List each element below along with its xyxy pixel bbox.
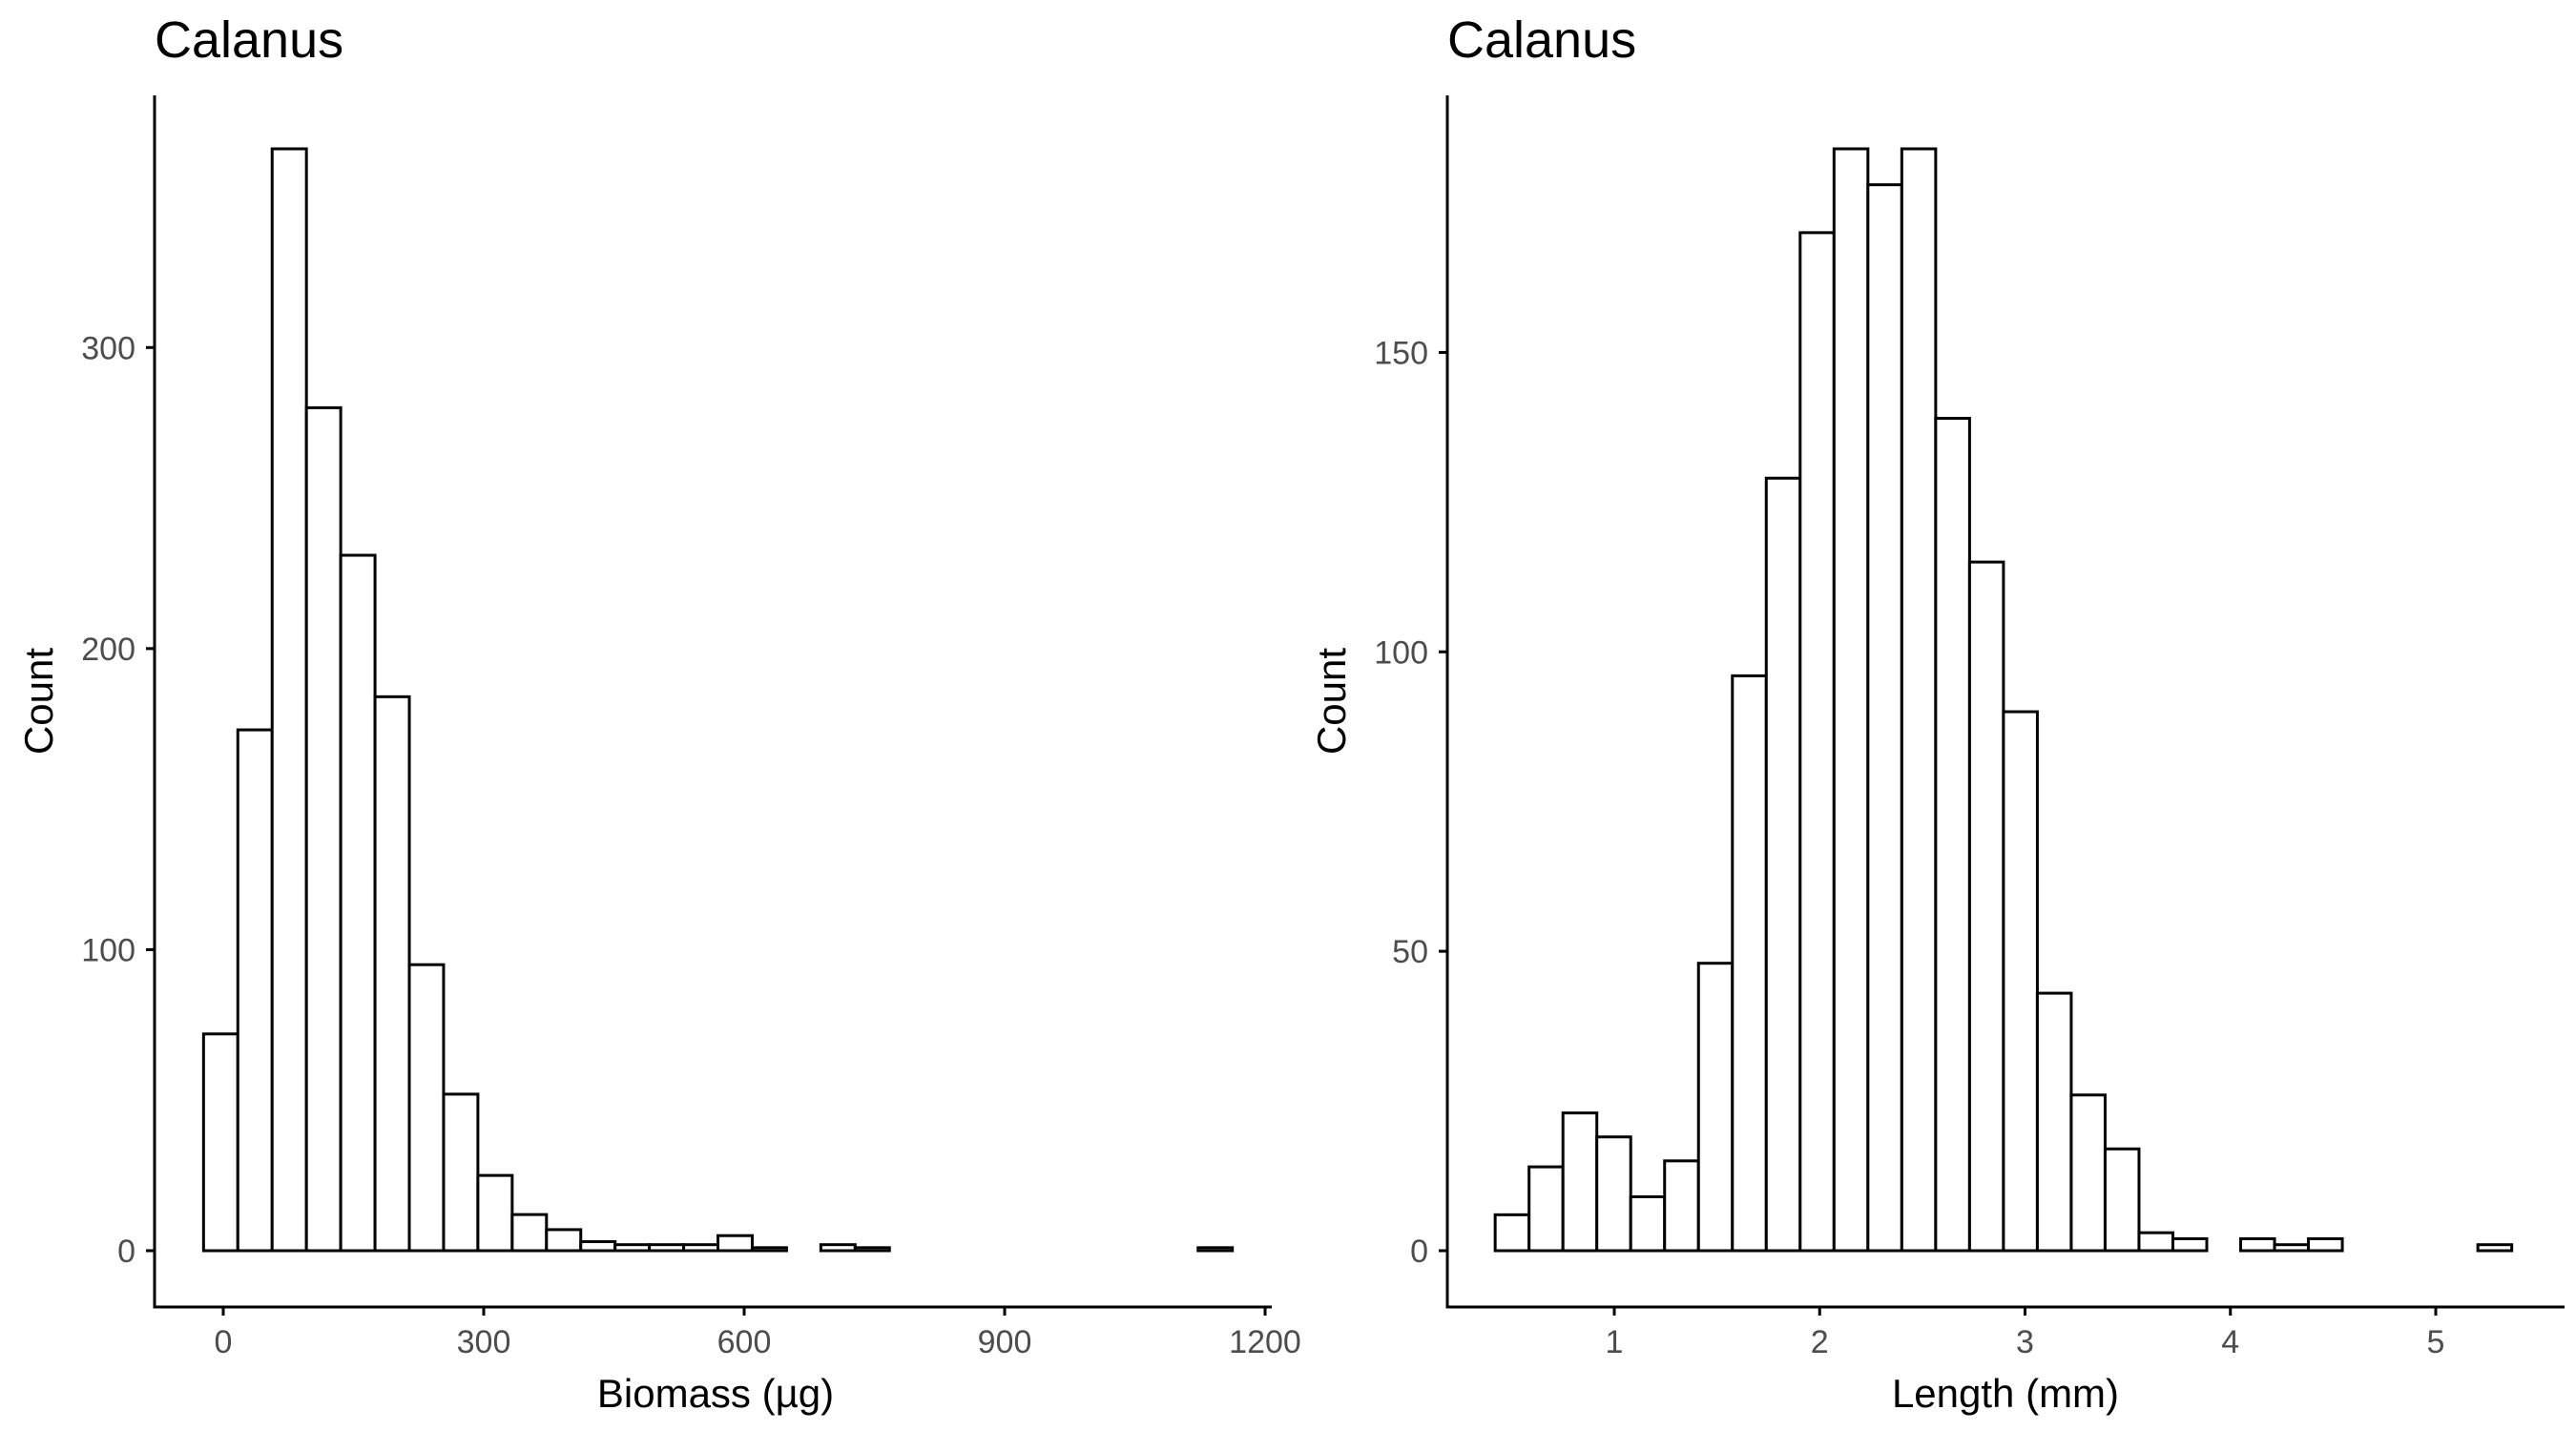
histogram-bar xyxy=(1561,1111,1599,1253)
histogram-bar xyxy=(1527,1165,1565,1253)
histogram-bar xyxy=(236,728,274,1253)
y-tick-label: 0 xyxy=(117,1234,135,1270)
histogram-bar xyxy=(2103,1147,2141,1253)
panel-length: Calanus Count Length (mm) 0 50 100 150 1 2 3 4… xyxy=(1309,11,2565,1416)
histogram-bar xyxy=(545,1228,583,1253)
histogram-bar xyxy=(2137,1231,2174,1253)
panel-biomass: Calanus Count Biomass (µg) 0 100 200 300 0 3… xyxy=(16,11,1301,1416)
histogram-bar xyxy=(579,1240,617,1253)
histogram-bar xyxy=(2069,1093,2107,1253)
histogram-bar xyxy=(613,1243,652,1253)
histogram-bar xyxy=(1866,183,1903,1253)
y-tick-label: 200 xyxy=(81,632,135,668)
histogram-bar xyxy=(682,1243,720,1253)
x-tick-label: 300 xyxy=(457,1324,511,1360)
histogram-bar xyxy=(2171,1236,2209,1253)
y-tick-label: 0 xyxy=(1410,1234,1428,1270)
histogram-bar xyxy=(339,553,377,1253)
histogram-bar xyxy=(1595,1135,1632,1253)
histogram-bars xyxy=(201,147,1235,1253)
histogram-bar xyxy=(407,963,446,1253)
y-axis-ticks: 0 50 100 150 xyxy=(1374,335,1447,1270)
y-tick-label: 150 xyxy=(1374,335,1428,371)
histogram-bars xyxy=(1493,147,2514,1253)
histogram-bar xyxy=(201,1032,239,1253)
x-axis-ticks: 0 300 600 900 1200 xyxy=(215,1307,1301,1360)
chart-title: Calanus xyxy=(155,11,343,69)
x-tick-label: 900 xyxy=(978,1324,1032,1360)
y-tick-label: 50 xyxy=(1392,934,1428,970)
x-tick-label: 2 xyxy=(1811,1324,1829,1360)
y-tick-label: 100 xyxy=(1374,634,1428,671)
histogram-bar xyxy=(1696,962,1735,1253)
histogram-bar xyxy=(1731,674,1768,1253)
histogram-bar xyxy=(1764,476,1802,1253)
x-axis-label: Length (mm) xyxy=(1892,1371,2119,1416)
histogram-bar xyxy=(717,1234,754,1253)
histogram-bar xyxy=(1934,416,1971,1253)
y-axis-label: Count xyxy=(16,648,61,755)
y-axis-ticks: 0 100 200 300 xyxy=(81,330,155,1270)
histogram-bar xyxy=(270,147,308,1253)
x-axis-ticks: 1 2 3 4 5 xyxy=(1606,1307,2445,1360)
histogram-bar xyxy=(510,1213,549,1253)
x-tick-label: 4 xyxy=(2221,1324,2239,1360)
histogram-bar xyxy=(2002,710,2039,1253)
histogram-bar xyxy=(2273,1243,2311,1253)
y-axis-label: Count xyxy=(1309,648,1354,755)
histogram-bar xyxy=(2239,1236,2276,1253)
x-axis-label: Biomass (µg) xyxy=(597,1371,834,1416)
histogram-bar xyxy=(1493,1213,1531,1253)
histogram-bar xyxy=(1967,560,2005,1253)
chart-title: Calanus xyxy=(1447,11,1636,69)
histogram-bar xyxy=(819,1243,857,1253)
histogram-bar xyxy=(2035,991,2073,1253)
x-tick-label: 5 xyxy=(2427,1324,2445,1360)
histogram-bar xyxy=(750,1246,788,1253)
x-tick-label: 0 xyxy=(215,1324,233,1360)
histogram-bar xyxy=(304,405,343,1253)
histogram-bar xyxy=(1663,1159,1700,1253)
histogram-bar xyxy=(1832,147,1870,1253)
x-tick-label: 1200 xyxy=(1229,1324,1301,1360)
histogram-bar xyxy=(1798,231,1836,1253)
histogram-bar xyxy=(2476,1243,2514,1253)
x-tick-label: 1 xyxy=(1606,1324,1624,1360)
histogram-bar xyxy=(1196,1246,1235,1253)
histogram-bar xyxy=(442,1092,480,1253)
histogram-bar xyxy=(648,1243,686,1253)
x-tick-label: 600 xyxy=(717,1324,772,1360)
histogram-bar xyxy=(1900,147,1938,1253)
histogram-bar xyxy=(2307,1236,2344,1253)
y-tick-label: 300 xyxy=(81,330,135,366)
histogram-bar xyxy=(853,1246,891,1253)
x-tick-label: 3 xyxy=(2016,1324,2034,1360)
histogram-bar xyxy=(476,1173,514,1253)
y-tick-label: 100 xyxy=(81,932,135,968)
histogram-bar xyxy=(373,695,411,1253)
histogram-bar xyxy=(1629,1195,1667,1253)
